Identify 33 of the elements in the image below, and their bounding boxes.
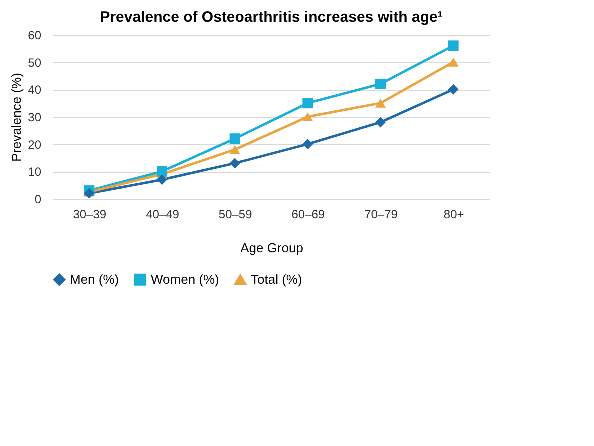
legend-label: Women (%) bbox=[151, 272, 220, 287]
y-tick-label: 30 bbox=[28, 110, 42, 124]
y-tick-label: 50 bbox=[28, 56, 42, 70]
point bbox=[230, 145, 240, 154]
legend-label: Men (%) bbox=[70, 272, 120, 287]
point bbox=[230, 134, 240, 144]
point bbox=[376, 98, 386, 108]
x-tick-label: 50–59 bbox=[218, 208, 253, 222]
x-tick-label: 30–39 bbox=[73, 208, 107, 222]
point bbox=[448, 84, 459, 95]
point bbox=[448, 40, 459, 52]
x-tick-label: 80+ bbox=[444, 208, 464, 222]
y-tick-label: 60 bbox=[28, 28, 42, 42]
point bbox=[157, 166, 168, 177]
point bbox=[376, 117, 386, 128]
point bbox=[376, 78, 386, 90]
y-tick-label: 0 bbox=[34, 192, 42, 206]
x-axis-title: Age Group bbox=[240, 240, 304, 256]
y-tick-label: 10 bbox=[28, 165, 42, 180]
legend-label: Total (%) bbox=[251, 272, 302, 288]
y-axis-title: Prevalence (%) bbox=[9, 73, 24, 162]
point bbox=[230, 158, 240, 169]
x-tick-label: 40–49 bbox=[146, 208, 180, 222]
point bbox=[302, 139, 314, 150]
point bbox=[157, 174, 168, 186]
y-tick-label: 40 bbox=[28, 83, 42, 98]
x-tick-label: 60–69 bbox=[292, 208, 326, 222]
chart-title: Prevalence of Osteoarthritis increases with age¹ bbox=[100, 9, 443, 26]
point bbox=[302, 98, 314, 109]
y-tick-label: 20 bbox=[28, 138, 42, 152]
point bbox=[302, 112, 314, 122]
x-tick-label: 70–79 bbox=[364, 208, 398, 222]
point bbox=[448, 58, 459, 67]
